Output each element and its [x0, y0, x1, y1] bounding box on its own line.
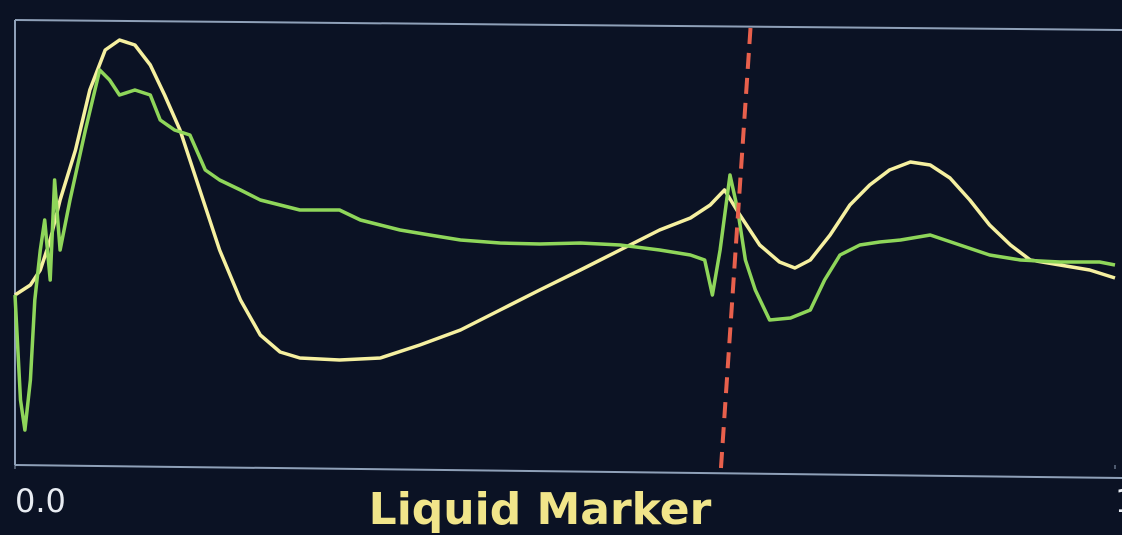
- background: [0, 0, 1122, 535]
- x-tick-label: 0.0: [15, 482, 66, 520]
- x-axis-label: Liquid Marker: [369, 484, 712, 535]
- page: Liquid Marker 0.01 (() => { const data =…: [0, 0, 1122, 535]
- chart: Liquid Marker 0.0 1: [0, 0, 1122, 535]
- x-tick-label: 1: [1115, 482, 1122, 520]
